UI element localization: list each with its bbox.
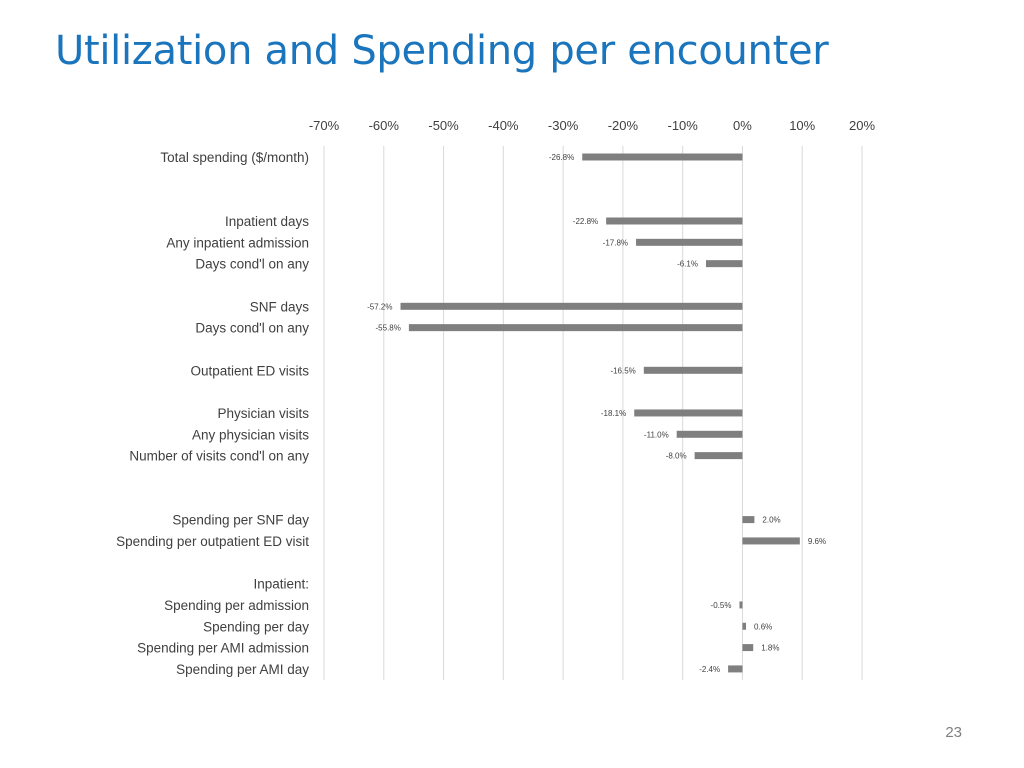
data-label: -0.5%	[711, 601, 732, 610]
x-tick-label: -70%	[309, 118, 340, 133]
bar	[694, 452, 743, 460]
bar	[582, 153, 743, 161]
category-label: Spending per day	[203, 619, 309, 634]
category-label: Inpatient days	[225, 214, 309, 229]
data-labels: -26.8% -22.8% -17.8% -6.1% -57.2% -55.8% -16.5…	[367, 153, 826, 674]
data-label: -18.1%	[601, 409, 626, 418]
bar	[634, 409, 743, 417]
data-label: 0.6%	[754, 622, 772, 631]
bar	[728, 665, 743, 673]
x-tick-label: -50%	[428, 118, 459, 133]
x-tick-label: 0%	[733, 118, 752, 133]
category-label: Days cond'l on any	[195, 321, 309, 336]
x-tick-label: 10%	[789, 118, 815, 133]
data-label: -11.0%	[644, 430, 669, 439]
x-tick-label: -20%	[608, 118, 639, 133]
x-tick-label: -60%	[369, 118, 400, 133]
bar	[408, 324, 743, 332]
x-axis-ticks: -70% -60% -50% -40% -30% -20% -10% 0% 10% 20%	[309, 118, 876, 133]
bar	[643, 366, 743, 374]
data-label: -22.8%	[573, 217, 598, 226]
data-label: -57.2%	[367, 302, 392, 311]
bar	[742, 537, 800, 545]
category-label: Spending per AMI day	[176, 662, 309, 677]
category-label: Outpatient ED visits	[190, 363, 309, 378]
data-label: -17.8%	[603, 238, 628, 247]
category-label: Days cond'l on any	[195, 257, 309, 272]
category-label: Spending per admission	[164, 598, 309, 613]
bar	[739, 601, 743, 609]
data-label: -26.8%	[549, 153, 574, 162]
page-number: 23	[945, 724, 962, 741]
data-label: 9.6%	[808, 537, 826, 546]
data-label: 2.0%	[762, 516, 780, 525]
category-label: Inpatient:	[253, 577, 309, 592]
data-label: -6.1%	[677, 260, 698, 269]
category-labels: Total spending ($/month) Inpatient days An…	[116, 150, 309, 677]
category-label: Spending per SNF day	[172, 513, 309, 528]
bar	[742, 644, 754, 652]
data-label: -55.8%	[376, 324, 401, 333]
category-label: Any inpatient admission	[166, 235, 309, 250]
bar	[705, 260, 743, 268]
bar	[606, 217, 743, 225]
category-label: Spending per AMI admission	[137, 641, 309, 656]
x-tick-label: -10%	[667, 118, 698, 133]
x-tick-label: -30%	[548, 118, 579, 133]
bar	[742, 622, 747, 630]
bar	[400, 302, 743, 310]
bars	[400, 153, 800, 673]
data-label: -8.0%	[666, 452, 687, 461]
bar	[676, 430, 743, 438]
data-label: 1.8%	[761, 644, 779, 653]
category-label: Spending per outpatient ED visit	[116, 534, 309, 549]
category-label: Physician visits	[217, 406, 309, 421]
slide-title: Utilization and Spending per encounter	[55, 28, 829, 74]
x-tick-label: -40%	[488, 118, 519, 133]
x-tick-label: 20%	[849, 118, 875, 133]
bar	[742, 516, 755, 524]
bar	[636, 238, 743, 246]
category-label: Number of visits cond'l on any	[129, 449, 309, 464]
gridlines	[323, 146, 863, 680]
data-label: -16.5%	[610, 366, 635, 375]
data-label: -2.4%	[699, 665, 720, 674]
category-label: Any physician visits	[192, 427, 309, 442]
category-label: SNF days	[250, 299, 310, 314]
category-label: Total spending ($/month)	[160, 150, 309, 165]
